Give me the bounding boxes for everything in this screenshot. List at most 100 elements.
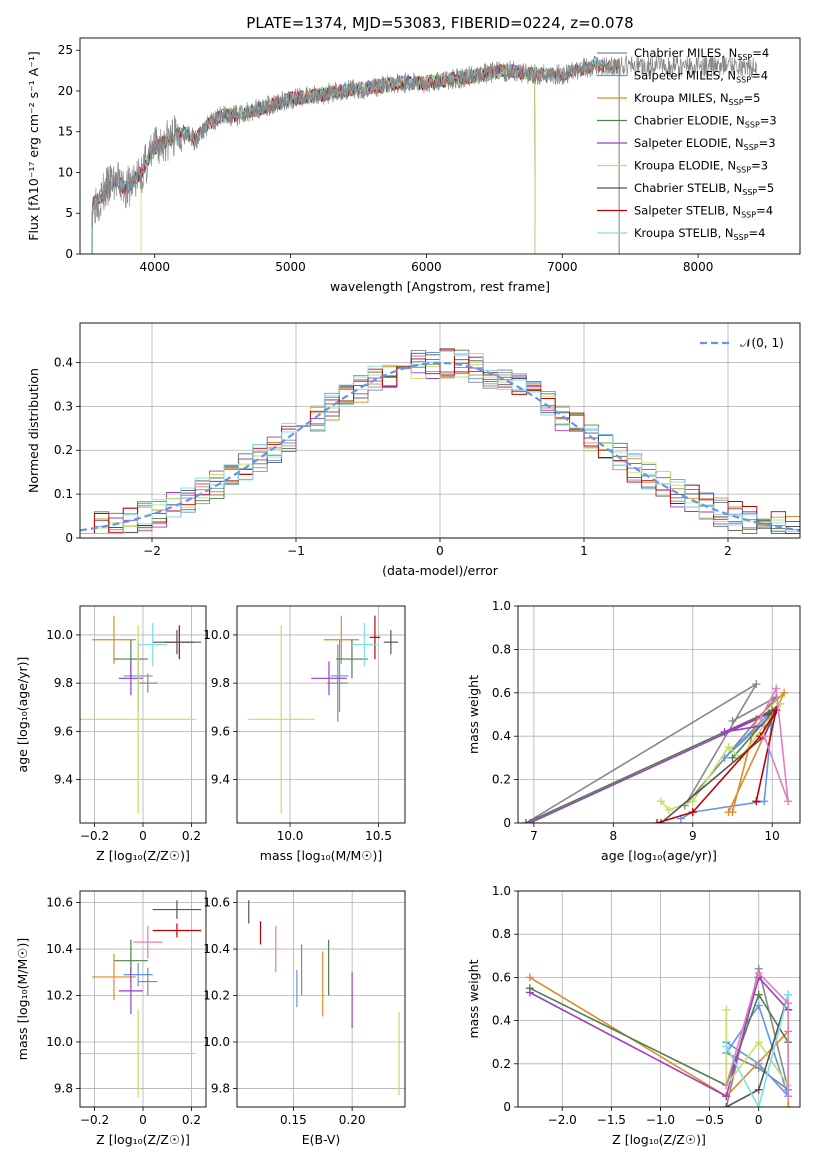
tick-label-y: 0.6 [492,686,511,700]
axes-frame [79,322,801,539]
tick-label-x: 8 [610,829,618,843]
axes-spectrum: 4000 5000 6000 7000 8000 0 5 10 15 20 25 wavelength… [26,37,801,294]
weight-line [759,685,789,802]
tick-label-x: −0.2 [80,829,109,843]
axes-frame [236,890,406,1108]
tick-label-y: 0.8 [492,927,511,941]
tick-label-y: 5 [65,206,73,220]
axes-mass_vs_EBV: 0.15 0.20 9.8 10.0 10.2 10.4 10.6 E(B-V) [203,890,406,1147]
legend-entry: Chabrier ELODIE, NSSP=3 [634,114,777,130]
weight-line [529,987,789,1087]
weight-marker [780,688,789,697]
axes-age_vs_mass: 10.0 10.5 9.4 9.6 9.8 10.0 mass [log₁₀(M/M☉)] [203,605,406,863]
tick-label-y: 0.1 [54,487,73,501]
tick-label-y: 20 [58,84,73,98]
tick-label-y: 9.8 [54,1081,73,1095]
weight-marker [754,1085,763,1094]
tick-label-y: 9.4 [54,773,73,787]
tick-label-x: 7 [530,829,538,843]
tick-label-x: 8000 [683,260,714,274]
tick-label-x: 7000 [547,260,578,274]
tick-label-y: 10.4 [203,942,230,956]
weight-line [725,971,790,1097]
weight-marker [756,714,765,723]
weight-marker [754,1038,763,1047]
tick-label-x: 4000 [139,260,170,274]
weight-line [660,703,781,811]
weight-marker [752,680,761,689]
axes-residuals: −2 −1 0 1 2 0 0.1 0.2 0.3 0.4 (data-model)/error No… [26,322,801,578]
tick-label-y: 10.6 [203,896,230,910]
axis-label-y: Normed distribution [26,368,41,493]
weight-marker [728,717,737,726]
tick-label-x: 0 [436,544,444,558]
axes-frame [517,890,801,1108]
residual-histogram [80,350,800,535]
weight-line [525,683,777,823]
tick-label-x: 0.15 [280,1113,307,1127]
weight-marker [656,819,665,823]
weight-marker [754,1001,763,1010]
legend-entry: Kroupa ELODIE, NSSP=3 [634,159,768,175]
weight-line [680,712,774,820]
axis-label-x: wavelength [Angstrom, rest frame] [330,279,550,294]
axis-label-y: Flux [fλ10⁻¹⁷ erg cm⁻² s⁻¹ A⁻¹] [26,51,41,240]
tick-label-x: 0 [139,829,147,843]
weight-marker [688,808,697,817]
tick-label-y: 0.4 [492,729,511,743]
plot-area-spectrum [91,55,757,254]
axis-label-x: Z [log₁₀(Z/Z☉)] [96,848,190,863]
tick-label-x: 0 [755,1113,763,1127]
tick-label-y: 10.2 [46,989,73,1003]
plot-area-mass_vs_EBV [248,900,400,1096]
weight-marker [722,1081,731,1090]
weight-line [529,709,777,823]
weight-line [529,976,790,1107]
weight-marker [720,727,729,736]
tick-label-y: 9.6 [54,724,73,738]
tick-label-x: 0 [139,1113,147,1127]
tick-label-y: 0.2 [54,443,73,457]
weight-marker [722,1005,731,1014]
tick-label-y: 10.2 [203,989,230,1003]
tick-label-x: 6000 [411,260,442,274]
plot-area-age_vs_mass [247,615,398,814]
weight-marker [784,990,793,999]
weight-marker [722,1092,731,1101]
tick-label-y: 10.0 [46,1035,73,1049]
weight-line [529,975,789,1098]
tick-label-y: 0.4 [492,1014,511,1028]
legend-entry: Chabrier STELIB, NSSP=5 [634,181,774,197]
weight-marker [525,819,534,823]
axis-label-y: mass weight [466,959,481,1038]
tick-label-x: −1 [287,544,305,558]
weight-marker [760,797,769,806]
tick-label-y: 0.6 [492,970,511,984]
tick-label-y: 15 [58,125,73,139]
axes-mass_vs_Z: −0.2 0 0.2 9.8 10.0 10.2 10.4 10.6 Z [log₁₀(Z/Z☉… [15,890,207,1147]
tick-label-x: −1.0 [646,1113,675,1127]
axis-label-x: Z [log₁₀(Z/Z☉)] [96,1132,190,1147]
tick-label-x: 10 [765,829,780,843]
tick-label-y: 9.4 [211,773,230,787]
tick-label-x: −2 [143,544,161,558]
tick-label-y: 0 [503,816,511,830]
tick-label-y: 9.6 [211,724,230,738]
tick-label-x: 0.2 [182,829,201,843]
tick-label-x: −0.5 [695,1113,724,1127]
weight-line [727,692,785,813]
tick-label-y: 9.8 [54,676,73,690]
tick-label-x: −0.2 [80,1113,109,1127]
legend-entry: Salpeter STELIB, NSSP=4 [634,204,773,220]
tick-label-x: 0.2 [182,1113,201,1127]
model-spectrum-line [91,59,620,254]
tick-label-y: 10.0 [46,628,73,642]
axis-label-x: mass [log₁₀(M/M☉)] [260,848,382,863]
weight-marker [754,990,763,999]
tick-label-x: 0.20 [339,1113,366,1127]
weight-marker [722,1042,731,1051]
tick-label-y: 1.0 [492,599,511,613]
weight-marker [764,710,773,719]
weight-marker [728,753,737,762]
